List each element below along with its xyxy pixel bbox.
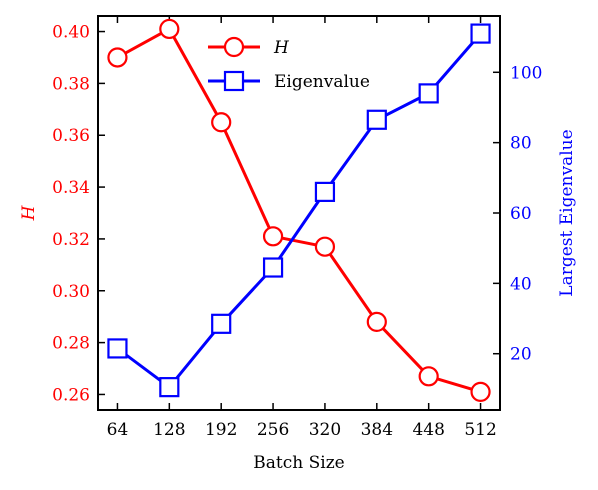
y-left-tick-label: 0.32 [52,230,90,250]
x-axis-label: Batch Size [253,453,344,473]
series-line-h [116,27,481,394]
x-tick-label: 128 [153,420,185,440]
legend-label: Eigenvalue [274,72,370,92]
data-point-eigenvalue [262,257,284,278]
y-right-tick-label: 60 [510,204,532,224]
data-point-h [418,366,439,387]
y-right-axis-label: Largest Eigenvalue [557,129,577,296]
data-point-h [262,226,284,247]
y-right-tick-label: 80 [510,134,532,154]
data-point-eigenvalue [366,109,387,130]
x-tick-label: 448 [412,420,444,440]
y-left-tick-label: 0.34 [52,178,90,198]
x-tick-label: 256 [257,420,289,440]
y-left-axis-label: H [19,204,39,221]
y-left-tick-label: 0.26 [52,385,90,405]
y-left-tick-label: 0.30 [52,282,90,302]
x-tick-label: 192 [205,420,237,440]
y-left-tick-label: 0.38 [52,74,90,94]
x-tick-label: 512 [464,420,496,440]
legend-marker-square [223,70,245,92]
y-right-tick-label: 20 [510,345,532,365]
data-point-h [211,112,232,133]
x-tick-label: 64 [107,420,129,440]
data-point-eigenvalue [418,83,439,104]
legend-marker-circle [223,36,245,58]
data-point-eigenvalue [314,181,336,202]
y-right-tick-label: 40 [510,274,532,294]
x-tick-label: 384 [361,420,393,440]
data-point-eigenvalue [159,377,180,398]
data-point-h [366,311,387,332]
data-point-eigenvalue [107,338,128,359]
data-point-h [107,47,128,68]
data-point-eigenvalue [211,313,232,334]
y-left-tick-label: 0.36 [52,126,90,146]
legend-label: H [273,38,290,58]
x-tick-label: 320 [309,420,341,440]
y-left-tick-label: 0.28 [52,334,90,354]
data-point-h [314,236,336,257]
y-left-tick-label: 0.40 [52,23,90,43]
data-point-eigenvalue [470,23,491,44]
data-point-h [470,381,491,402]
y-right-tick-label: 100 [510,63,542,83]
data-point-h [159,18,180,40]
